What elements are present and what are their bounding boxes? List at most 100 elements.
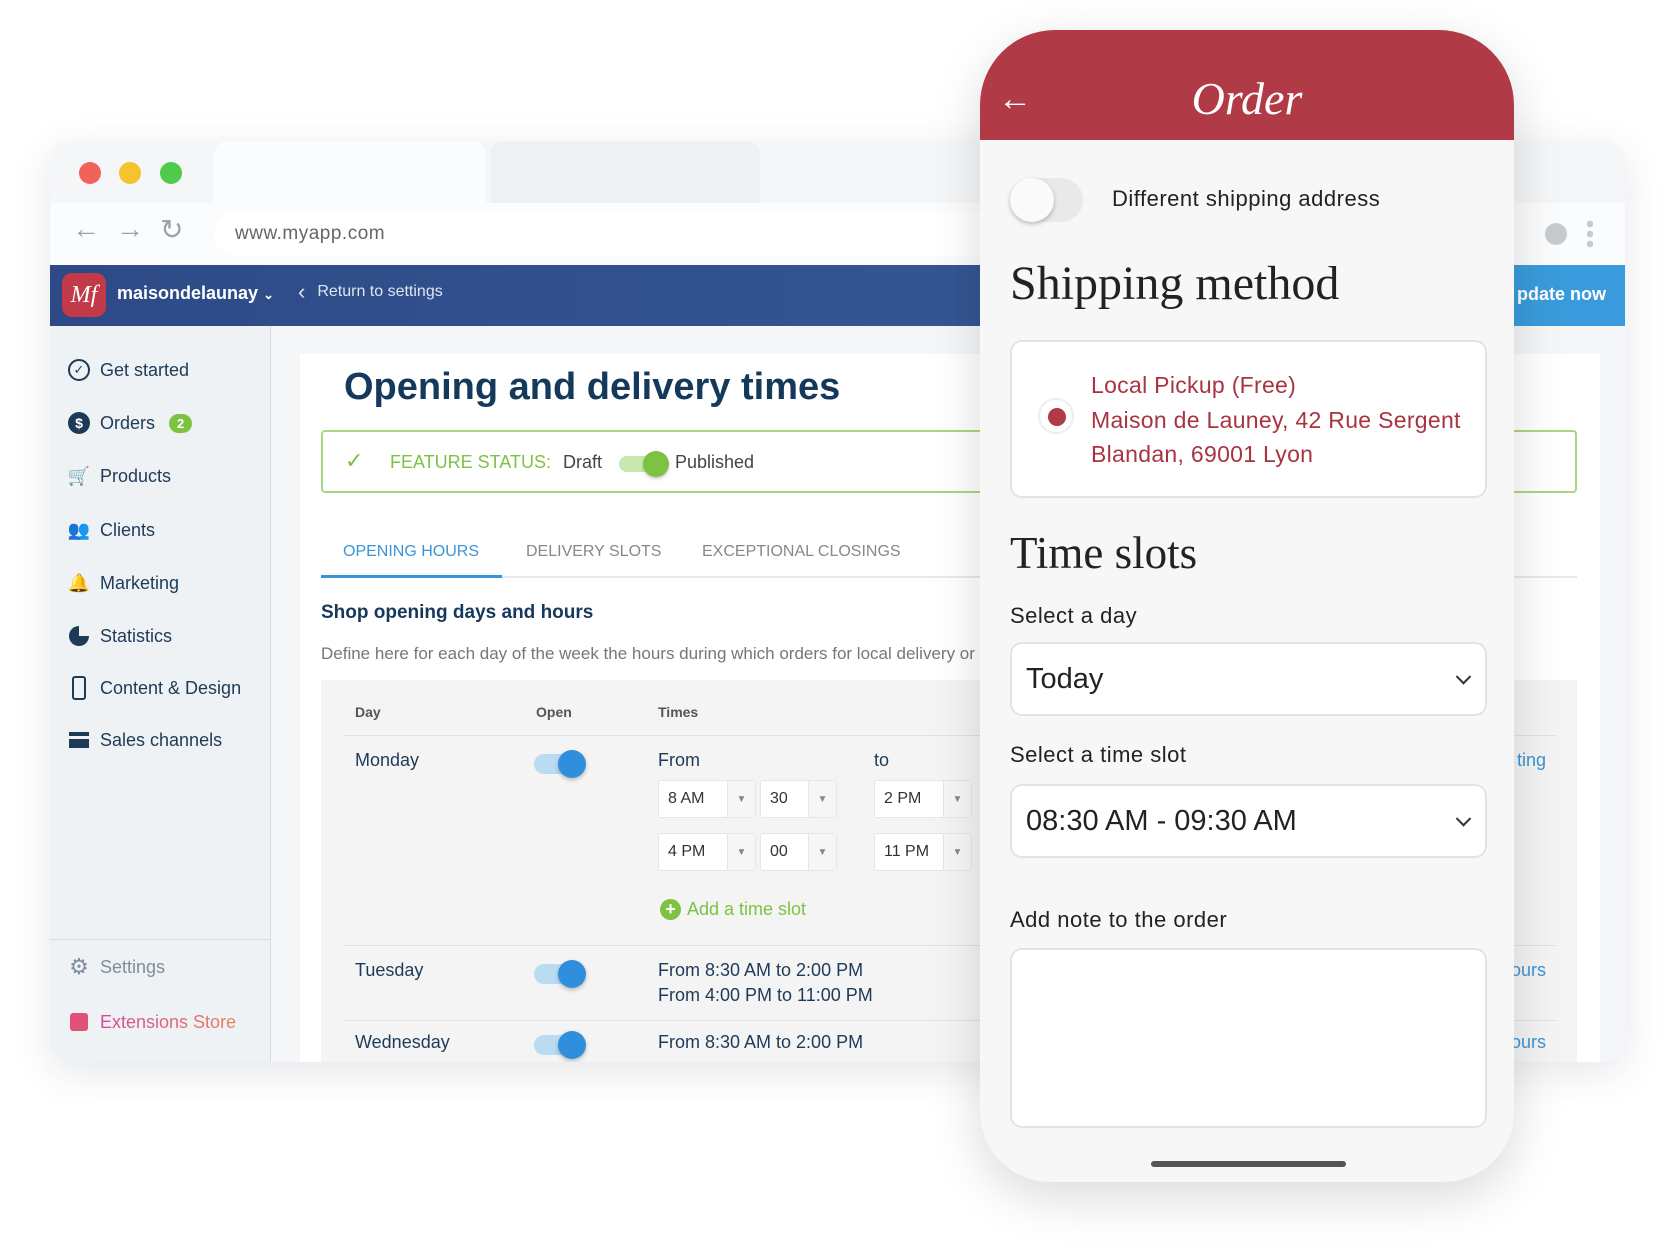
different-shipping-label: Different shipping address	[1112, 186, 1381, 211]
time-slot-select[interactable]: 08:30 AM - 09:30 AM	[1010, 784, 1487, 858]
different-shipping-toggle[interactable]	[1010, 178, 1083, 222]
select-value: 30	[770, 790, 788, 807]
sidebar-item-get-started[interactable]: ✓ Get started	[68, 359, 189, 381]
sidebar-divider	[50, 939, 271, 940]
from-minute-select[interactable]: 00 ▼	[760, 833, 837, 871]
sidebar-item-products[interactable]: 🛒 Products	[68, 465, 171, 487]
gear-icon: ⚙	[69, 954, 89, 979]
wednesday-open-toggle[interactable]	[534, 1031, 586, 1059]
from-minute-select[interactable]: 30 ▼	[760, 780, 837, 818]
time-slot-value: 08:30 AM - 09:30 AM	[1026, 804, 1297, 837]
tab-label: EXCEPTIONAL CLOSINGS	[702, 543, 901, 560]
tab-label: OPENING HOURS	[343, 543, 480, 560]
sidebar-item-label: Get started	[100, 359, 190, 380]
sidebar-item-sales-channels[interactable]: Sales channels	[68, 729, 222, 751]
sidebar-item-settings[interactable]: ⚙ Settings	[68, 954, 165, 979]
browser-tab[interactable]	[214, 141, 486, 203]
tuesday-action-link[interactable]: ours	[1511, 960, 1547, 980]
plus-circle-icon: +	[660, 899, 681, 920]
orders-badge: 2	[169, 413, 193, 433]
phone-header: ← Order	[980, 30, 1514, 140]
sidebar-item-content-design[interactable]: Content & Design	[68, 676, 242, 700]
row-divider	[344, 945, 1556, 946]
day-select[interactable]: Today	[1010, 642, 1487, 716]
section-description: Define here for each day of the week the…	[321, 644, 984, 663]
store-name: maisondelaunay	[117, 283, 259, 303]
chevron-down-icon	[1455, 669, 1472, 685]
select-value: 00	[770, 843, 788, 860]
day-select-value: Today	[1026, 662, 1104, 695]
wednesday-action-link[interactable]: ours	[1511, 1032, 1547, 1052]
update-now-button[interactable]: pdate now	[1505, 265, 1625, 326]
shipping-method-heading: Shipping method	[1010, 257, 1340, 310]
reload-icon[interactable]: ↻	[160, 214, 184, 245]
sidebar: ✓ Get started $ Orders 2 🛒 Products 👥 Clients…	[50, 326, 271, 1062]
dropdown-arrow-icon: ▼	[808, 781, 836, 817]
select-value: 11 PM	[884, 843, 930, 860]
phone-icon	[68, 676, 90, 700]
sidebar-item-statistics[interactable]: Statistics	[68, 625, 172, 647]
tab-exceptional-closings[interactable]: EXCEPTIONAL CLOSINGS	[702, 543, 901, 561]
dropdown-arrow-icon: ▼	[727, 834, 755, 870]
column-header-day: Day	[355, 704, 381, 720]
page-title: Opening and delivery times	[344, 366, 841, 408]
sidebar-item-label: Content & Design	[100, 677, 242, 698]
tuesday-open-toggle[interactable]	[534, 960, 586, 988]
to-label: to	[874, 750, 890, 770]
close-window-button[interactable]	[79, 162, 101, 184]
store-icon	[68, 729, 90, 751]
return-to-settings-link[interactable]: ‹ Return to settings	[298, 281, 443, 303]
select-time-slot-label: Select a time slot	[1010, 742, 1187, 767]
time-slots-heading: Time slots	[1010, 528, 1198, 578]
sidebar-item-clients[interactable]: 👥 Clients	[68, 519, 155, 541]
minimize-window-button[interactable]	[119, 162, 141, 184]
sidebar-item-label: Extensions Store	[100, 1011, 237, 1032]
dropdown-arrow-icon: ▼	[808, 834, 836, 870]
return-label: Return to settings	[317, 283, 443, 300]
feature-status-box: ✓ FEATURE STATUS: Draft Published	[321, 430, 1577, 493]
time-range: From 4:00 PM to 11:00 PM	[658, 985, 873, 1005]
browser-tab[interactable]	[490, 141, 760, 203]
sidebar-item-label: Orders	[100, 412, 156, 433]
row-divider	[344, 735, 1556, 736]
forward-icon[interactable]: →	[116, 213, 144, 244]
monday-action-link[interactable]: ting	[1517, 750, 1547, 770]
pickup-address-line: Maison de Launey, 42 Rue Sergent	[1091, 407, 1461, 433]
tabs-divider	[321, 576, 1577, 578]
pickup-radio[interactable]	[1038, 398, 1074, 434]
back-icon[interactable]: ←	[72, 213, 100, 244]
sidebar-item-orders[interactable]: $ Orders 2	[68, 412, 193, 434]
update-label: pdate now	[1517, 284, 1606, 304]
pie-chart-icon	[68, 625, 90, 647]
tab-opening-hours[interactable]: OPENING HOURS	[321, 532, 502, 578]
bell-icon: 🔔	[67, 572, 91, 593]
monday-open-toggle[interactable]	[534, 750, 586, 778]
feature-status-toggle[interactable]	[619, 451, 669, 477]
profile-icon[interactable]	[1545, 223, 1567, 245]
check-circle-icon: ✓	[68, 359, 90, 381]
check-icon: ✓	[345, 448, 364, 473]
draft-label: Draft	[563, 452, 603, 472]
section-title: Shop opening days and hours	[321, 602, 594, 623]
order-note-label: Add note to the order	[1010, 907, 1228, 932]
sidebar-item-label: Sales channels	[100, 729, 223, 750]
add-time-slot-button[interactable]: + Add a time slot	[660, 899, 806, 920]
store-switcher[interactable]: maisondelaunay ⌄	[117, 283, 274, 304]
local-pickup-option[interactable]: Local Pickup (Free) Maison de Launey, 42…	[1010, 340, 1487, 498]
to-hour-select[interactable]: 2 PM ▼	[874, 780, 972, 818]
to-hour-select[interactable]: 11 PM ▼	[874, 833, 972, 871]
from-hour-select[interactable]: 8 AM ▼	[658, 780, 756, 818]
sidebar-item-marketing[interactable]: 🔔 Marketing	[68, 572, 179, 594]
url-text: www.myapp.com	[235, 223, 386, 244]
menu-dots-icon[interactable]	[1587, 219, 1593, 249]
feature-status-label: FEATURE STATUS:	[390, 452, 552, 472]
dropdown-arrow-icon: ▼	[943, 781, 971, 817]
maximize-window-button[interactable]	[160, 162, 182, 184]
tab-label: DELIVERY SLOTS	[526, 543, 662, 560]
from-hour-select[interactable]: 4 PM ▼	[658, 833, 756, 871]
tab-delivery-slots[interactable]: DELIVERY SLOTS	[526, 543, 661, 561]
sidebar-item-extensions-store[interactable]: Extensions Store	[68, 1011, 236, 1033]
order-note-textarea[interactable]	[1010, 948, 1487, 1128]
add-time-slot-label: Add a time slot	[687, 899, 807, 919]
back-arrow-icon[interactable]: ←	[998, 80, 1032, 118]
